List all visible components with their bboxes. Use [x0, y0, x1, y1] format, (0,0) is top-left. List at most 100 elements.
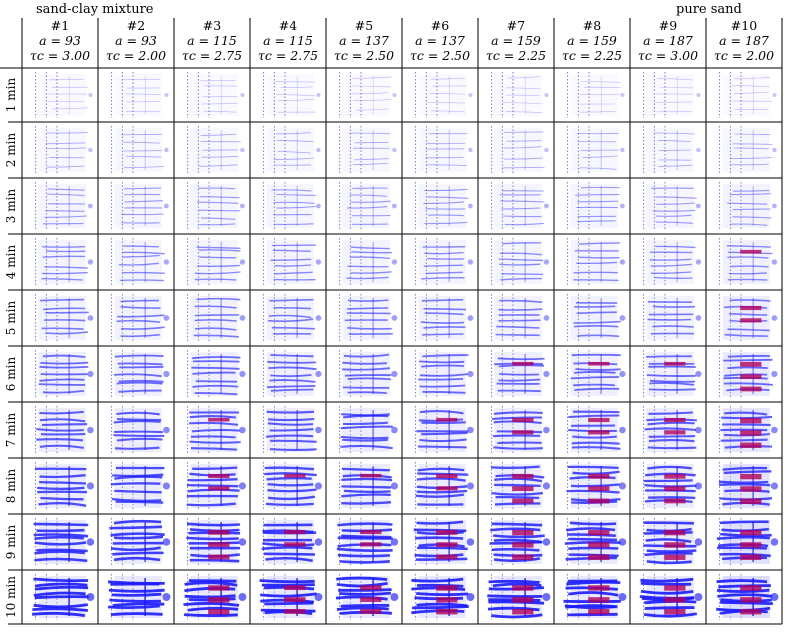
- column-tau-label: τc = 2.00: [713, 48, 775, 63]
- channel-path: [125, 93, 161, 95]
- deposit-mark: [664, 554, 686, 560]
- column-header-7: #7 a = 159 τc = 2.25: [478, 18, 554, 63]
- channel-path: [494, 477, 543, 483]
- channel-path: [646, 374, 696, 377]
- channel-path: [354, 158, 389, 161]
- channel-path: [201, 155, 239, 158]
- outlet-mark: [620, 203, 625, 209]
- channel-path: [38, 383, 86, 386]
- channel-path: [339, 560, 390, 564]
- experiment-cell: [567, 126, 625, 174]
- channel-path: [491, 491, 544, 496]
- channel-path: [421, 421, 466, 424]
- channel-path: [578, 167, 617, 170]
- deposit-mark: [284, 529, 306, 535]
- outlet-mark: [696, 147, 701, 153]
- channel-path: [727, 355, 770, 358]
- channel-haze: [342, 296, 390, 340]
- channel-path: [194, 314, 240, 317]
- deposit-mark: [436, 473, 458, 479]
- outlet-mark: [695, 315, 702, 321]
- channel-path: [499, 263, 541, 266]
- channel-path: [727, 366, 768, 370]
- channel-path: [119, 262, 159, 266]
- experiment-cell: [259, 574, 323, 620]
- channel-path: [500, 200, 545, 203]
- channel-path: [260, 592, 317, 598]
- channel-path: [184, 613, 238, 617]
- channel-path: [31, 611, 86, 617]
- channel-path: [493, 557, 541, 562]
- channel-haze: [266, 128, 314, 172]
- outlet-mark: [162, 482, 170, 490]
- channel-path: [647, 421, 695, 426]
- experiment-cell: [33, 518, 95, 566]
- deposit-mark: [588, 542, 610, 548]
- channel-path: [655, 245, 696, 249]
- channel-path: [198, 209, 241, 212]
- outlet-mark: [696, 203, 701, 209]
- deposit-mark: [740, 597, 762, 603]
- experiment-cell: [339, 406, 398, 454]
- channel-path: [123, 141, 160, 144]
- channel-haze: [646, 184, 694, 228]
- deposit-mark: [512, 430, 534, 435]
- experiment-cell: [643, 350, 702, 398]
- experiment-cell: [413, 518, 475, 566]
- channel-path: [581, 81, 621, 83]
- deposit-mark: [512, 417, 534, 423]
- deposit-mark: [512, 529, 534, 536]
- experiment-cell: [183, 574, 247, 620]
- channel-path: [120, 326, 165, 330]
- experiment-cell: [263, 126, 321, 174]
- channel-haze: [38, 464, 86, 508]
- channel-path: [423, 201, 464, 205]
- experiment-cell: [186, 462, 246, 510]
- channel-path: [44, 319, 86, 322]
- channel-haze: [266, 184, 314, 228]
- column-header-6: #6 a = 137 τc = 2.50: [402, 18, 478, 63]
- channel-path: [727, 202, 768, 205]
- channel-haze: [114, 240, 162, 284]
- channel-path: [347, 307, 389, 310]
- deposit-mark: [588, 554, 610, 560]
- channel-path: [41, 278, 83, 281]
- channel-path: [261, 583, 315, 587]
- outlet-mark: [240, 203, 245, 209]
- channel-path: [655, 214, 692, 217]
- channel-path: [733, 91, 769, 94]
- experiment-cell: [491, 238, 550, 286]
- outlet-mark: [238, 538, 247, 546]
- outlet-mark: [163, 370, 170, 378]
- channel-haze: [114, 74, 162, 116]
- column-a-label: a = 159: [491, 33, 541, 48]
- channel-path: [124, 200, 164, 203]
- channel-path: [573, 325, 619, 328]
- experiment-cell: [491, 182, 549, 230]
- channel-path: [36, 428, 84, 432]
- channel-path: [111, 497, 162, 503]
- deposit-mark: [740, 585, 762, 591]
- experiment-cell: [567, 182, 625, 230]
- experiment-cell: [567, 294, 626, 342]
- channel-path: [421, 298, 464, 302]
- channel-path: [266, 434, 314, 438]
- outlet-mark: [544, 203, 549, 209]
- channel-path: [419, 410, 464, 415]
- experiment-cell: [415, 462, 474, 510]
- channel-haze: [722, 296, 770, 340]
- deposit-mark: [436, 542, 458, 548]
- channel-haze: [114, 296, 162, 340]
- column-a-label: a = 93: [115, 33, 157, 48]
- channel-path: [568, 591, 619, 597]
- deposit-mark: [208, 417, 230, 422]
- channel-path: [272, 249, 311, 252]
- channel-path: [422, 333, 464, 336]
- channel-haze: [494, 128, 542, 172]
- deposit-mark: [740, 554, 762, 560]
- channel-path: [191, 428, 240, 433]
- channel-path: [265, 502, 314, 507]
- channel-path: [114, 446, 160, 450]
- channel-path: [571, 441, 620, 445]
- experiment-cell: [415, 126, 473, 174]
